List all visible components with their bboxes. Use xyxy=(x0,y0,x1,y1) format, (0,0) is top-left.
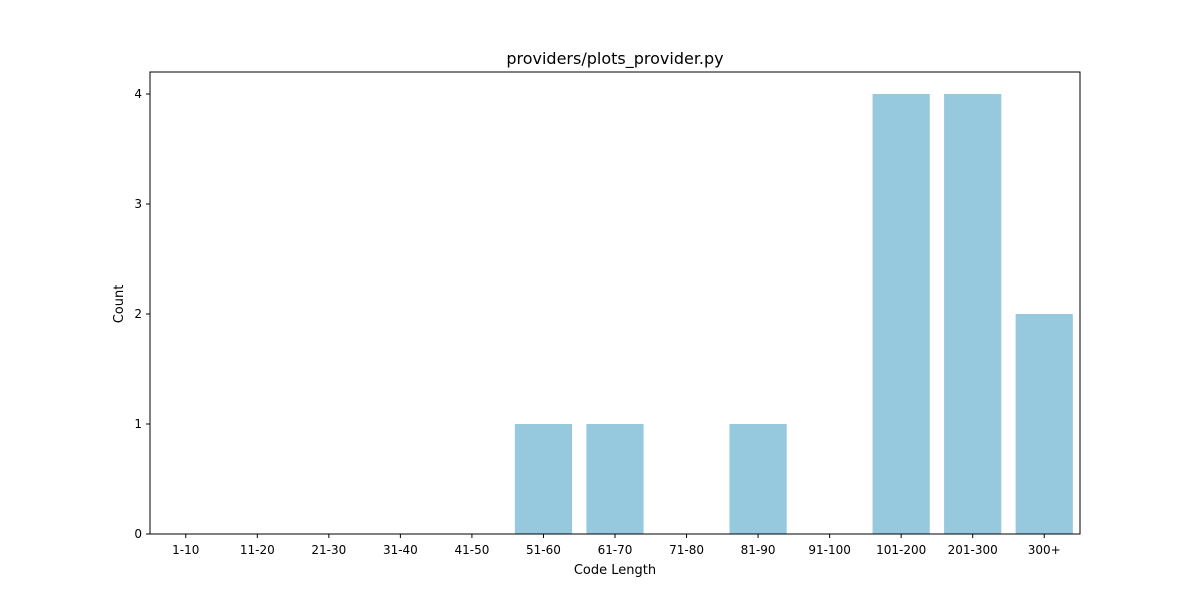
bar-201-300 xyxy=(944,94,1002,534)
y-tick-label: 1 xyxy=(134,417,142,431)
bar-101-200 xyxy=(872,94,930,534)
bar-51-60 xyxy=(514,424,573,534)
x-tick-label: 31-40 xyxy=(383,543,418,557)
chart-title: providers/plots_provider.py xyxy=(506,49,723,69)
x-tick-label: 201-300 xyxy=(948,543,998,557)
x-tick-label: 101-200 xyxy=(876,543,926,557)
x-tick-label: 81-90 xyxy=(741,543,776,557)
bars-group xyxy=(514,94,1073,534)
y-tick-label: 0 xyxy=(134,527,142,541)
bar-61-70 xyxy=(586,424,644,534)
x-tick-label: 41-50 xyxy=(454,543,489,557)
y-axis-title: Count xyxy=(112,285,127,324)
plot-frame xyxy=(149,71,1081,535)
x-tick-label: 11-20 xyxy=(240,543,275,557)
y-tick-label: 3 xyxy=(134,197,142,211)
y-tick-label: 2 xyxy=(134,307,142,321)
x-tick-label: 21-30 xyxy=(311,543,346,557)
x-axis-title: Code Length xyxy=(574,563,656,578)
x-axis: 1-10 11-20 21-30 31-40 41-50 51-60 61-70 71-80 8… xyxy=(172,534,1061,557)
x-tick-label: 300+ xyxy=(1028,543,1061,557)
x-tick-label: 51-60 xyxy=(526,543,561,557)
bar-81-90 xyxy=(729,424,787,534)
bar-300+ xyxy=(1015,314,1073,534)
x-tick-label: 1-10 xyxy=(172,543,199,557)
x-tick-label: 71-80 xyxy=(669,543,704,557)
y-axis: 0 1 2 3 4 xyxy=(134,87,150,541)
y-tick-label: 4 xyxy=(134,87,142,101)
x-tick-label: 91-100 xyxy=(808,543,851,557)
x-tick-label: 61-70 xyxy=(598,543,633,557)
